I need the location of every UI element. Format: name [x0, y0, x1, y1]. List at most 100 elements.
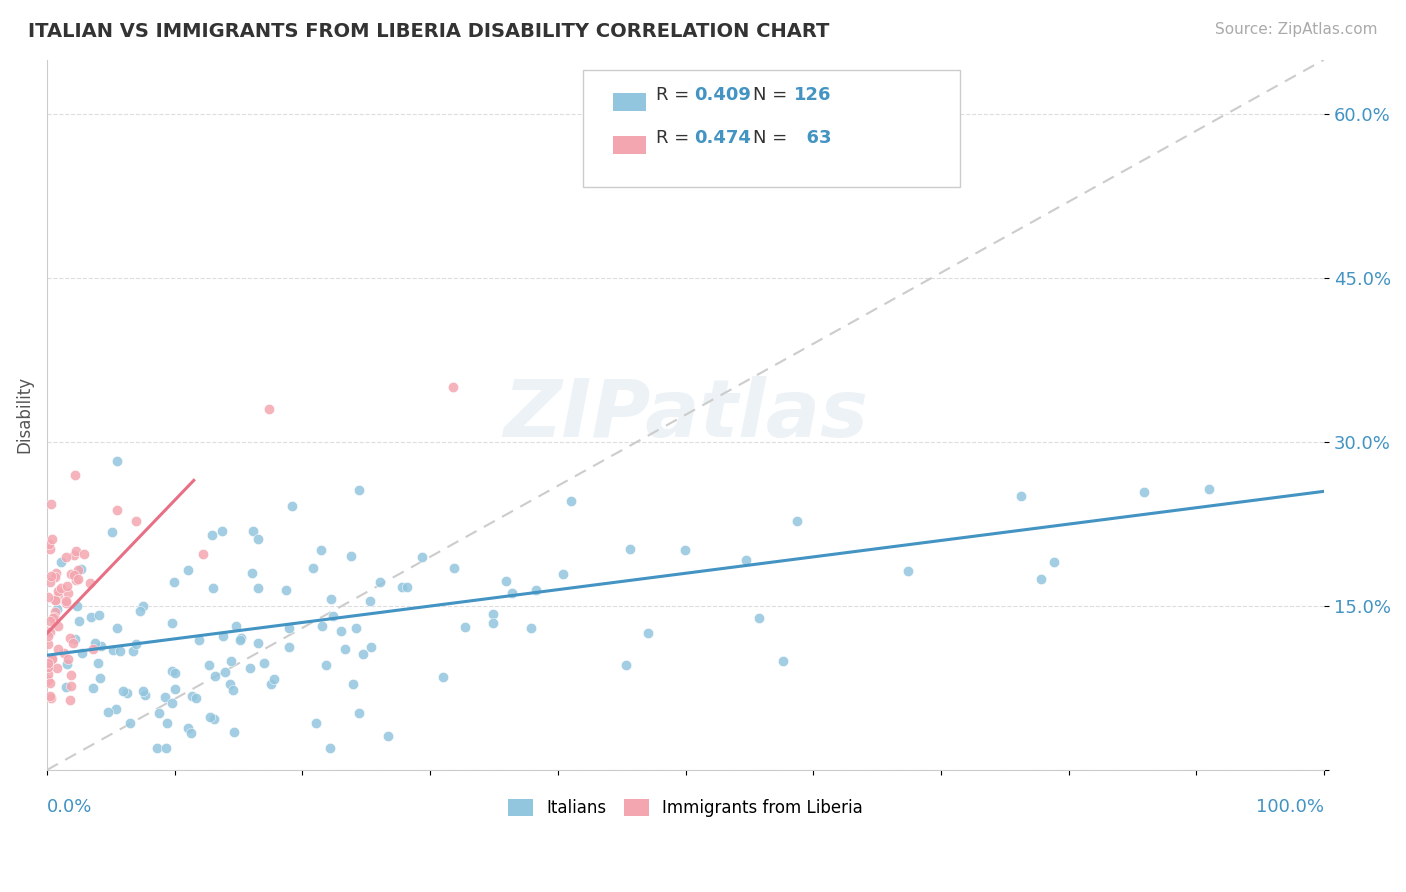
Point — [101, 643, 124, 657]
Point — [495, 574, 517, 588]
Point — [112, 684, 135, 698]
Point — [259, 677, 281, 691]
Point — [87, 656, 110, 670]
Point — [79, 576, 101, 591]
Point — [352, 647, 374, 661]
Point — [211, 524, 233, 539]
Point — [37, 637, 59, 651]
Text: 100.0%: 100.0% — [1256, 798, 1324, 816]
Point — [221, 654, 243, 668]
Point — [319, 591, 342, 606]
Point — [82, 641, 104, 656]
Point — [39, 568, 62, 582]
Point — [39, 614, 62, 628]
Point — [38, 541, 60, 556]
Point — [45, 566, 67, 581]
Point — [319, 741, 342, 756]
Point — [735, 553, 758, 567]
Point — [37, 624, 59, 638]
Point — [311, 619, 333, 633]
Point — [39, 676, 62, 690]
Point — [55, 657, 77, 672]
Point — [897, 564, 920, 578]
Legend: Italians, Immigrants from Liberia: Italians, Immigrants from Liberia — [501, 791, 870, 826]
Point — [60, 566, 83, 581]
Point — [55, 578, 77, 592]
Point — [1029, 573, 1052, 587]
Point — [59, 679, 82, 693]
Point — [333, 641, 356, 656]
Point — [155, 741, 177, 756]
Point — [229, 631, 252, 645]
Text: Source: ZipAtlas.com: Source: ZipAtlas.com — [1215, 22, 1378, 37]
Point — [70, 646, 93, 660]
Point — [37, 659, 59, 673]
Point — [46, 584, 69, 599]
Point — [560, 494, 582, 508]
Point — [134, 688, 156, 702]
Point — [242, 566, 264, 581]
Point — [46, 642, 69, 657]
Point — [56, 652, 79, 666]
Point — [359, 594, 381, 608]
Point — [201, 528, 224, 542]
Point — [748, 611, 770, 625]
Point — [41, 651, 63, 665]
Point — [501, 585, 523, 599]
Point — [146, 741, 169, 756]
Point — [42, 611, 65, 625]
Point — [165, 681, 187, 696]
Point — [257, 401, 280, 416]
Point — [349, 483, 371, 498]
Point — [200, 710, 222, 724]
Point — [59, 693, 82, 707]
Point — [37, 591, 59, 605]
Point — [55, 596, 77, 610]
Point — [482, 607, 505, 622]
Text: 63: 63 — [794, 128, 831, 146]
Point — [330, 624, 353, 638]
Point — [163, 666, 186, 681]
Point — [39, 574, 62, 589]
Point — [443, 380, 465, 394]
Point — [49, 555, 72, 569]
Text: 0.409: 0.409 — [695, 87, 751, 104]
Point — [63, 549, 86, 563]
Point — [105, 503, 128, 517]
Point — [160, 664, 183, 678]
Point — [246, 581, 269, 595]
Point — [105, 701, 128, 715]
Point — [368, 575, 391, 590]
Point — [100, 525, 122, 540]
Text: ZIPatlas: ZIPatlas — [503, 376, 868, 454]
Point — [772, 654, 794, 668]
Point — [46, 661, 69, 675]
Point — [83, 636, 105, 650]
Point — [225, 619, 247, 633]
Point — [89, 671, 111, 685]
Point — [524, 582, 547, 597]
Text: ITALIAN VS IMMIGRANTS FROM LIBERIA DISABILITY CORRELATION CHART: ITALIAN VS IMMIGRANTS FROM LIBERIA DISAB… — [28, 22, 830, 41]
Point — [39, 497, 62, 511]
Point — [177, 563, 200, 577]
Point — [55, 593, 77, 607]
Point — [148, 706, 170, 720]
Point — [82, 681, 104, 696]
Point — [163, 574, 186, 589]
Point — [45, 593, 67, 607]
Point — [65, 467, 87, 482]
Point — [62, 568, 84, 582]
Point — [90, 639, 112, 653]
Point — [156, 715, 179, 730]
Y-axis label: Disability: Disability — [15, 376, 32, 453]
Point — [305, 716, 328, 731]
Point — [44, 570, 66, 584]
Point — [202, 582, 225, 596]
Point — [42, 610, 65, 624]
Point — [520, 621, 543, 635]
Point — [177, 721, 200, 735]
Text: N =: N = — [754, 128, 793, 146]
Point — [278, 640, 301, 655]
Point — [122, 644, 145, 658]
Point — [342, 677, 364, 691]
